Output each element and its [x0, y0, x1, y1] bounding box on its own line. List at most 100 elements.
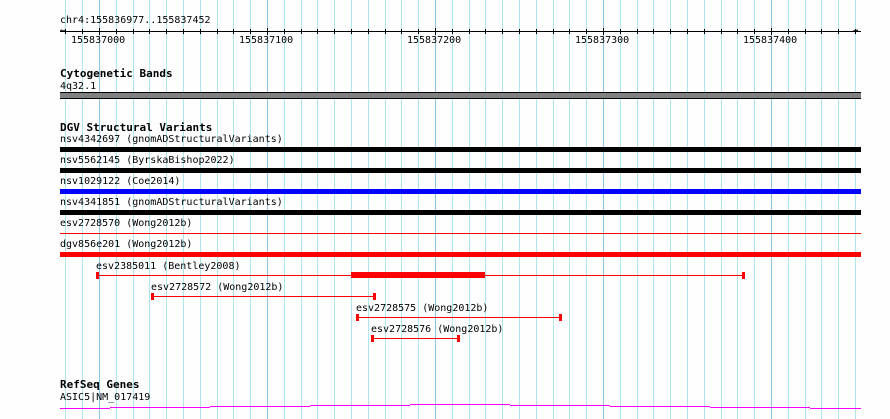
- ruler-tick: [183, 29, 184, 34]
- variant-label: nsv5562145 (ByrskaBishop2022): [60, 155, 235, 166]
- ruler-tick: [284, 29, 285, 34]
- grid-line: [670, 0, 671, 419]
- grid-line: [637, 0, 638, 419]
- ruler-tick: [805, 29, 806, 34]
- grid-line: [133, 0, 134, 419]
- ruler-tick-label: 155837200: [407, 35, 462, 46]
- grid-line: [385, 0, 386, 419]
- grid-line: [183, 0, 184, 419]
- ruler-tick: [687, 29, 688, 34]
- grid-line: [805, 0, 806, 419]
- grid-line: [821, 0, 822, 419]
- grid-line: [233, 0, 234, 419]
- grid-line: [855, 0, 856, 419]
- grid-line: [569, 0, 570, 419]
- variant-label: nsv4342697 (gnomADStructuralVariants): [60, 134, 283, 145]
- ruler-tick: [166, 29, 167, 34]
- scroll-left-arrow-icon[interactable]: ←: [60, 26, 66, 36]
- variant-bar[interactable]: [60, 233, 861, 234]
- ruler-tick: [788, 29, 789, 34]
- variant-bar[interactable]: [60, 189, 861, 194]
- variant-label: nsv4341851 (gnomADStructuralVariants): [60, 197, 283, 208]
- ruler-tick: [200, 29, 201, 34]
- ruler-tick-label: 155837000: [71, 35, 126, 46]
- ruler-tick: [385, 29, 386, 34]
- variant-endcap: [356, 314, 359, 321]
- ruler-tick-label: 155837300: [575, 35, 630, 46]
- variant-bar[interactable]: [60, 210, 861, 215]
- grid-line: [351, 0, 352, 419]
- ruler-tick: [855, 29, 856, 34]
- ruler-tick: [754, 29, 755, 34]
- grid-line: [267, 0, 268, 419]
- location-label: chr4:155836977..155837452: [60, 15, 211, 26]
- grid-line: [65, 0, 66, 419]
- ruler-tick: [435, 28, 436, 35]
- ruler-tick: [469, 29, 470, 34]
- ruler-tick: [452, 29, 453, 34]
- ruler-tick: [569, 29, 570, 34]
- grid-line: [620, 0, 621, 419]
- track-title-dgv-structural-variants: DGV Structural Variants: [60, 121, 213, 134]
- grid-line: [401, 0, 402, 419]
- grid-line: [435, 0, 436, 419]
- ruler-tick: [653, 29, 654, 34]
- gene-label: ASIC5|NM_017419: [60, 392, 151, 403]
- ruler-tick: [301, 29, 302, 34]
- grid-line: [250, 0, 251, 419]
- ruler-tick: [334, 29, 335, 34]
- gene-line-segment: [510, 405, 610, 406]
- ruler-tick: [553, 29, 554, 34]
- variant-label: esv2728572 (Wong2012b): [151, 282, 284, 293]
- grid-line: [166, 0, 167, 419]
- gene-line-segment: [810, 408, 861, 409]
- grid-line: [687, 0, 688, 419]
- ruler-tick: [267, 28, 268, 35]
- grid-line: [838, 0, 839, 419]
- variant-endcap: [559, 314, 562, 321]
- track-title-refseq-genes: RefSeq Genes: [60, 378, 140, 391]
- grid-line: [149, 0, 150, 419]
- grid-line: [754, 0, 755, 419]
- variant-label: esv2385011 (Bentley2008): [96, 261, 241, 272]
- grid-line: [788, 0, 789, 419]
- ruler-tick: [536, 29, 537, 34]
- ruler-tick-label: 155837100: [239, 35, 294, 46]
- variant-bar[interactable]: [60, 147, 861, 152]
- grid-line: [737, 0, 738, 419]
- grid-line: [116, 0, 117, 419]
- gene-line-segment: [210, 406, 310, 407]
- variant-endcap: [742, 272, 745, 279]
- grid-line: [771, 0, 772, 419]
- grid-line: [721, 0, 722, 419]
- variant-endcap: [151, 293, 154, 300]
- grid-line: [452, 0, 453, 419]
- variant-label: nsv1029122 (Coe2014): [60, 176, 181, 187]
- gene-line-segment: [610, 406, 710, 407]
- ruler-tick: [620, 29, 621, 34]
- ruler-tick: [519, 29, 520, 34]
- cytoband-bar[interactable]: [60, 92, 861, 99]
- variant-endcap: [96, 272, 99, 279]
- variant-label: dgv856e201 (Wong2012b): [60, 239, 193, 250]
- ruler-tick: [637, 29, 638, 34]
- ruler-tick: [149, 29, 150, 34]
- grid-line: [284, 0, 285, 419]
- grid-line: [317, 0, 318, 419]
- grid-line: [334, 0, 335, 419]
- grid-line: [586, 0, 587, 419]
- grid-line: [536, 0, 537, 419]
- variant-label: esv2728570 (Wong2012b): [60, 218, 193, 229]
- grid-line: [418, 0, 419, 419]
- variant-bar[interactable]: [60, 252, 861, 257]
- variant-label: esv2728575 (Wong2012b): [356, 303, 489, 314]
- ruler-tick: [737, 29, 738, 34]
- ruler-tick: [233, 29, 234, 34]
- gene-line-segment: [110, 407, 210, 408]
- ruler-tick: [217, 29, 218, 34]
- grid-line: [653, 0, 654, 419]
- ruler-tick: [821, 29, 822, 34]
- variant-bar[interactable]: [60, 168, 861, 173]
- gene-line-segment: [310, 405, 410, 406]
- grid-line: [99, 0, 100, 419]
